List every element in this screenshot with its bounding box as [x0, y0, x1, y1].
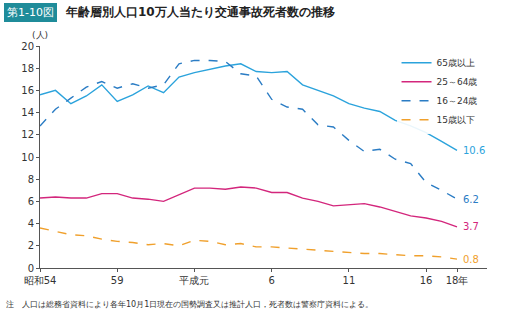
svg-text:15歳以下: 15歳以下	[437, 115, 475, 125]
svg-text:昭和54: 昭和54	[24, 275, 57, 286]
svg-text:6: 6	[268, 275, 274, 286]
svg-text:0.8: 0.8	[463, 254, 479, 265]
svg-text:4: 4	[28, 218, 34, 229]
svg-text:65歳以上: 65歳以上	[437, 58, 475, 68]
svg-text:3.7: 3.7	[463, 221, 479, 232]
svg-text:18年: 18年	[446, 275, 469, 286]
svg-text:平成元: 平成元	[179, 275, 209, 286]
svg-text:20: 20	[21, 41, 34, 52]
svg-text:6.2: 6.2	[463, 194, 479, 205]
svg-text:0: 0	[28, 263, 34, 274]
svg-text:25～64歳: 25～64歳	[437, 77, 478, 87]
svg-text:年齢層別人口10万人当たり交通事故死者数の推移: 年齢層別人口10万人当たり交通事故死者数の推移	[65, 5, 335, 19]
svg-text:16: 16	[420, 275, 433, 286]
svg-text:16: 16	[21, 85, 34, 96]
svg-text:12: 12	[21, 129, 34, 140]
svg-text:14: 14	[21, 107, 34, 118]
svg-text:16～24歳: 16～24歳	[437, 96, 478, 106]
svg-text:(人): (人)	[32, 30, 48, 40]
svg-text:8: 8	[28, 174, 34, 185]
svg-text:6: 6	[28, 196, 34, 207]
svg-text:11: 11	[343, 275, 356, 286]
svg-text:10: 10	[21, 152, 34, 163]
svg-text:注 人口は総務省資料により各年10月1日現在の国勢調査又は推: 注 人口は総務省資料により各年10月1日現在の国勢調査又は推計人口，死者数は警察…	[6, 300, 373, 309]
svg-text:第1-10図: 第1-10図	[7, 6, 54, 19]
svg-text:10.6: 10.6	[463, 145, 485, 156]
svg-text:59: 59	[111, 275, 124, 286]
svg-text:18: 18	[21, 63, 34, 74]
svg-text:2: 2	[28, 240, 34, 251]
